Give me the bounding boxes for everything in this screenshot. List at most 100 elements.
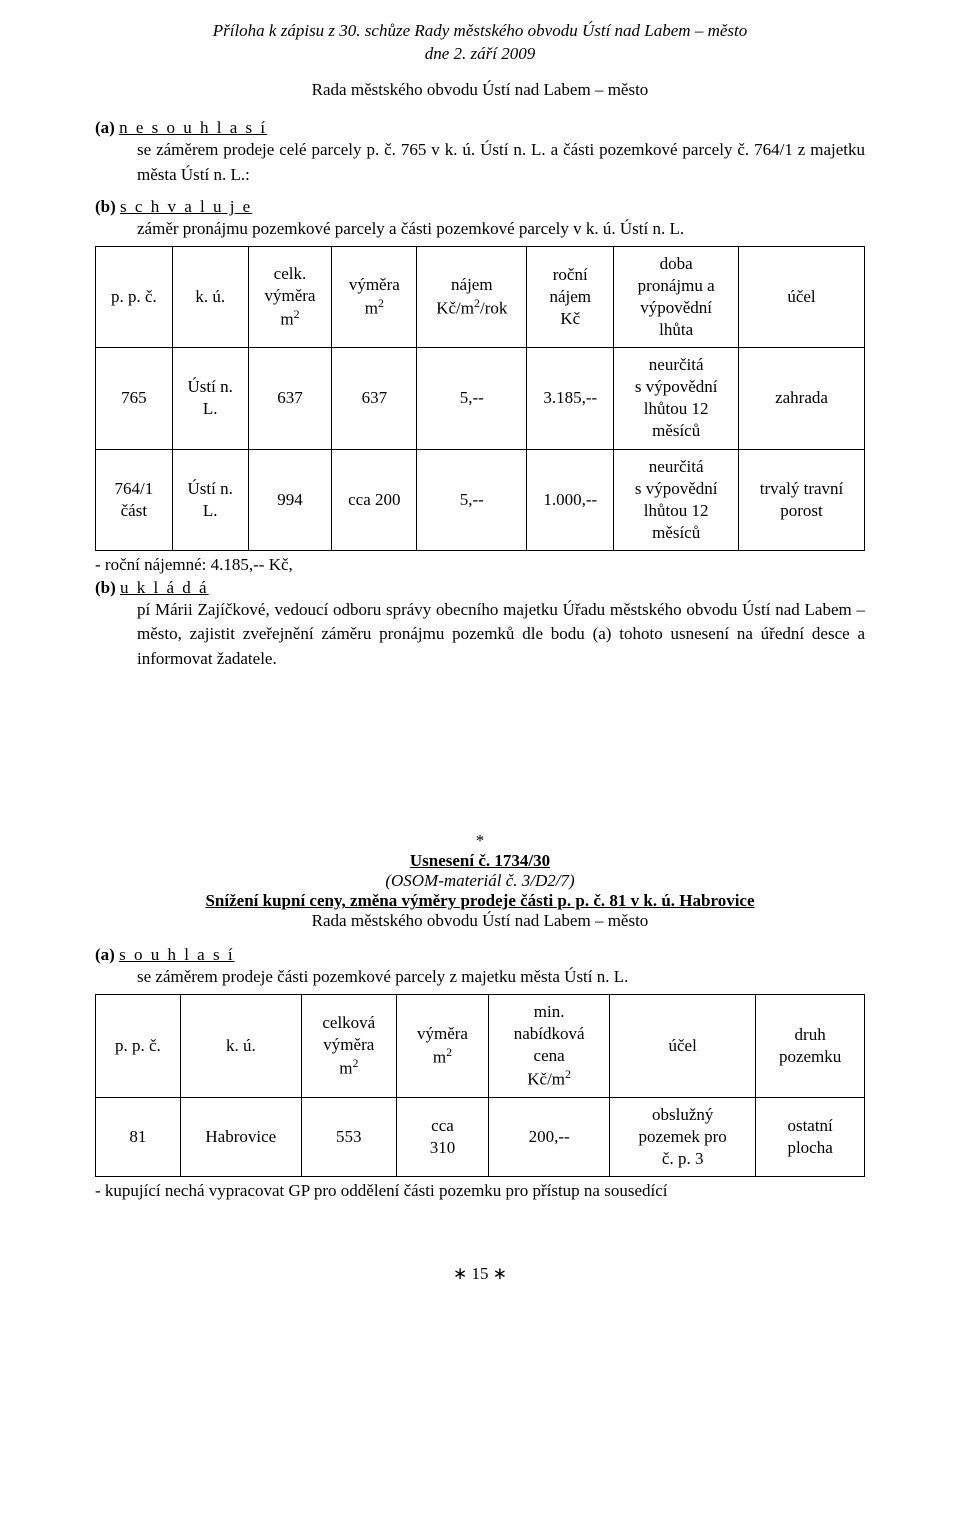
- cell-doba-1: neurčitá s výpovědní lhůtou 12 měsíců: [614, 348, 739, 449]
- cell-doba-1-l1: neurčitá: [649, 355, 704, 374]
- th-rocni-najem: roční nájem Kč: [527, 246, 614, 347]
- page-number: ∗ 15 ∗: [95, 1264, 865, 1284]
- cell-celk-1: 637: [248, 348, 331, 449]
- cell-ucel-1: zahrada: [739, 348, 865, 449]
- th2-min-l2: nabídková: [514, 1024, 585, 1043]
- th2-min-l1: min.: [534, 1002, 565, 1021]
- section-b-label: (b): [95, 197, 116, 216]
- cell2-ucel-l2: pozemek pro: [639, 1127, 727, 1146]
- section-a-label: (a): [95, 118, 115, 137]
- table1-footnote: - roční nájemné: 4.185,-- Kč,: [95, 553, 865, 578]
- cell-ppc-2-l2: část: [121, 501, 147, 520]
- table-row: 81 Habrovice 553 cca 310 200,-- obslužný…: [96, 1098, 865, 1177]
- section-a2-text: se záměrem prodeje části pozemkové parce…: [137, 965, 865, 990]
- cell2-druh-l2: plocha: [787, 1138, 832, 1157]
- cell-ppc-1: 765: [96, 348, 173, 449]
- th-doba-l4: lhůta: [659, 320, 693, 339]
- cell2-ucel: obslužný pozemek pro č. p. 3: [610, 1098, 756, 1177]
- th-m2-1: m: [280, 310, 293, 329]
- th2-celkova-l3: m: [339, 1059, 352, 1078]
- th-m2-2: m: [365, 299, 378, 318]
- section-a-text: se záměrem prodeje celé parcely p. č. 76…: [137, 138, 865, 187]
- section-b2-label: (b): [95, 578, 116, 597]
- th-rocni-l2: nájem: [549, 287, 591, 306]
- cell-vymera-2: cca 200: [332, 449, 417, 550]
- cell-ku-2-l2: L.: [203, 501, 218, 520]
- th-vymera: výměra m2: [332, 246, 417, 347]
- th2-vymera: výměra m2: [396, 995, 488, 1098]
- cell-vymera-1: 637: [332, 348, 417, 449]
- th-najem-l3: /rok: [480, 299, 507, 318]
- cell-ku-1-l2: L.: [203, 399, 218, 418]
- cell2-ppc: 81: [96, 1098, 181, 1177]
- th-vymera2: výměra: [349, 275, 400, 294]
- resolution-ref: (OSOM-materiál č. 3/D2/7): [95, 871, 865, 891]
- cell-doba-1-l3: lhůtou 12: [644, 399, 709, 418]
- th-najem-l2: Kč/m: [436, 299, 474, 318]
- th-ppc: p. p. č.: [96, 246, 173, 347]
- council-line: Rada městského obvodu Ústí nad Labem – m…: [95, 80, 865, 100]
- cell2-vymera: cca 310: [396, 1098, 488, 1177]
- resolution-subject: Snížení kupní ceny, změna výměry prodeje…: [205, 891, 754, 910]
- cell-najem-1: 5,--: [417, 348, 527, 449]
- resolution-block: * Usnesení č. 1734/30 (OSOM-materiál č. …: [95, 831, 865, 931]
- cell-doba-2: neurčitá s výpovědní lhůtou 12 měsíců: [614, 449, 739, 550]
- th2-druh-l2: pozemku: [779, 1047, 841, 1066]
- th-doba-l3: výpovědní: [640, 298, 712, 317]
- cell-celk-2: 994: [248, 449, 331, 550]
- cell-doba-1-l2: s výpovědní: [635, 377, 718, 396]
- th-ku: k. ú.: [172, 246, 248, 347]
- th-doba-l2: pronájmu a: [638, 276, 715, 295]
- cell2-vymera-l1: cca: [431, 1116, 454, 1135]
- cell2-celkova: 553: [301, 1098, 396, 1177]
- resolution-star: *: [95, 831, 865, 851]
- cell-doba-2-l1: neurčitá: [649, 457, 704, 476]
- cell2-ucel-l3: č. p. 3: [662, 1149, 704, 1168]
- table2-footnote: - kupující nechá vypracovat GP pro odděl…: [95, 1179, 865, 1204]
- document-page: Příloha k zápisu z 30. schůze Rady městs…: [0, 0, 960, 1324]
- cell-doba-2-l4: měsíců: [652, 523, 700, 542]
- section-b-verb: s c h v a l u j e: [120, 197, 252, 216]
- th2-ucel: účel: [610, 995, 756, 1098]
- cell-ucel-2-l1: trvalý travní: [760, 479, 844, 498]
- th-vymera1: výměra: [264, 286, 315, 305]
- cell2-vymera-l2: 310: [430, 1138, 456, 1157]
- th2-vymera-l1: výměra: [417, 1024, 468, 1043]
- th-rocni-l1: roční: [553, 265, 588, 284]
- section-a2: (a) s o u h l a s í se záměrem prodeje č…: [95, 945, 865, 990]
- th-celk: celk.: [274, 264, 307, 283]
- section-a-verb: n e s o u h l a s í: [119, 118, 267, 137]
- table-header-row: p. p. č. k. ú. celková výměra m2 výměra …: [96, 995, 865, 1098]
- section-a: (a) n e s o u h l a s í se záměrem prode…: [95, 118, 865, 187]
- table-header-row: p. p. č. k. ú. celk. výměra m2 výměra m2…: [96, 246, 865, 347]
- table-row: 764/1 část Ústí n. L. 994 cca 200 5,-- 1…: [96, 449, 865, 550]
- cell2-cena: 200,--: [489, 1098, 610, 1177]
- lease-table: p. p. č. k. ú. celk. výměra m2 výměra m2…: [95, 246, 865, 551]
- cell-ku-2-l1: Ústí n.: [188, 479, 233, 498]
- cell2-druh-l1: ostatní: [787, 1116, 832, 1135]
- resolution-title: Usnesení č. 1734/30: [410, 851, 550, 870]
- th-rocni-l3: Kč: [560, 309, 580, 328]
- section-b2-text: pí Márii Zajíčkové, vedoucí odboru správ…: [137, 598, 865, 672]
- cell-rocni-1: 3.185,--: [527, 348, 614, 449]
- section-a2-label: (a): [95, 945, 115, 964]
- th-celk-vymera: celk. výměra m2: [248, 246, 331, 347]
- th2-druh: druh pozemku: [756, 995, 865, 1098]
- th2-druh-l1: druh: [795, 1025, 826, 1044]
- section-a2-verb: s o u h l a s í: [119, 945, 234, 964]
- cell-doba-2-l2: s výpovědní: [635, 479, 718, 498]
- cell-doba-1-l4: měsíců: [652, 421, 700, 440]
- th-najem: nájem Kč/m2/rok: [417, 246, 527, 347]
- th-ucel: účel: [739, 246, 865, 347]
- th2-vymera-l2: m: [433, 1048, 446, 1067]
- th-doba-l1: doba: [660, 254, 693, 273]
- section-b-text: záměr pronájmu pozemkové parcely a části…: [137, 217, 865, 242]
- section-b2: (b) u k l á d á pí Márii Zajíčkové, vedo…: [95, 578, 865, 672]
- th-najem-l1: nájem: [451, 275, 493, 294]
- th-doba: doba pronájmu a výpovědní lhůta: [614, 246, 739, 347]
- th2-min-l4: Kč/m: [527, 1070, 565, 1089]
- th2-celkova: celková výměra m2: [301, 995, 396, 1098]
- th2-celkova-l2: výměra: [323, 1035, 374, 1054]
- cell-doba-2-l3: lhůtou 12: [644, 501, 709, 520]
- section-b: (b) s c h v a l u j e záměr pronájmu poz…: [95, 197, 865, 242]
